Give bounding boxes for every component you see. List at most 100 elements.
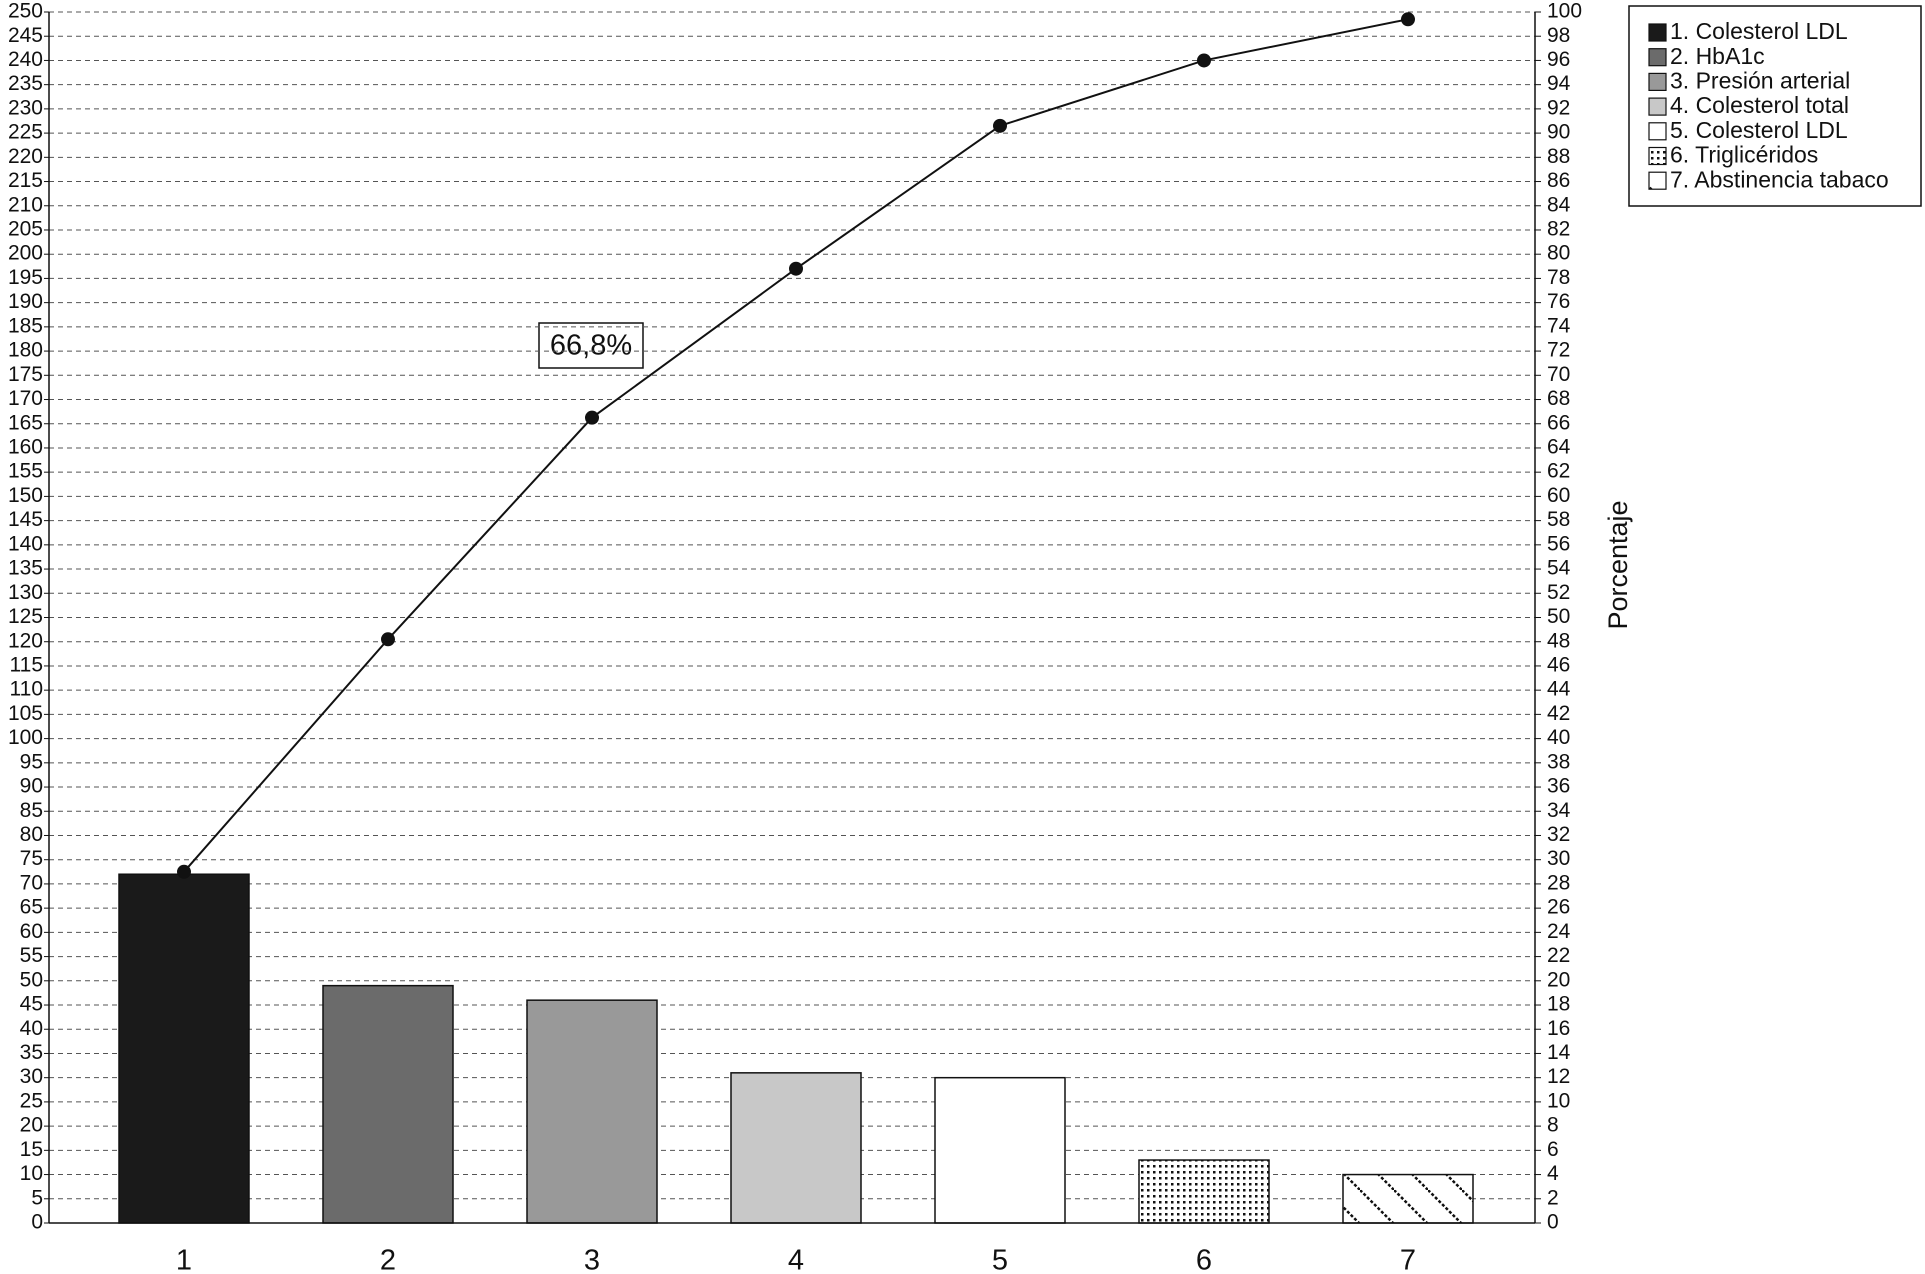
- y-tick-label: 135: [8, 557, 43, 580]
- y2-tick-label: 94: [1547, 72, 1571, 95]
- y2-tick-label: 52: [1547, 581, 1570, 604]
- bar: [730, 1072, 862, 1224]
- bar: [118, 873, 250, 1224]
- y-tick-label: 215: [8, 169, 43, 192]
- y2-tick-label: 30: [1547, 847, 1570, 870]
- y-tick-label: 220: [8, 145, 43, 168]
- y-tick-label: 125: [8, 605, 43, 628]
- legend-swatch: [1648, 48, 1667, 67]
- y2-tick-label: 70: [1547, 363, 1570, 386]
- y-tick-label: 50: [20, 968, 43, 991]
- y-tick-label: 35: [20, 1041, 43, 1064]
- y-tick-label: 110: [10, 678, 43, 701]
- y2-tick-label: 38: [1547, 750, 1570, 773]
- y2-tick-label: 86: [1547, 169, 1570, 192]
- cumulative-line: [183, 18, 1409, 873]
- y-tick-label: 210: [8, 193, 43, 216]
- y2-tick-label: 98: [1547, 24, 1570, 47]
- y2-axis-label: Porcentaje: [1603, 500, 1633, 629]
- bar: [1342, 1173, 1474, 1224]
- y2-tick-label: 20: [1547, 968, 1570, 991]
- y-tick-label: 20: [20, 1114, 43, 1137]
- y-tick-label: 25: [20, 1089, 43, 1112]
- legend-swatch: [1648, 23, 1667, 42]
- y2-tick-label: 42: [1547, 702, 1570, 725]
- x-tick-label: 1: [176, 1245, 192, 1274]
- y2-tick-label: 16: [1547, 1017, 1570, 1040]
- bar: [322, 984, 454, 1224]
- legend-label: 2. HbA1c: [1670, 43, 1765, 69]
- y-tick-label: 225: [8, 121, 43, 144]
- y2-tick-label: 14: [1547, 1041, 1571, 1064]
- y2-tick-label: 24: [1547, 920, 1571, 943]
- y-tick-label: 130: [8, 581, 43, 604]
- legend-swatch: [1648, 146, 1667, 166]
- y2-tick-label: 12: [1547, 1065, 1570, 1088]
- x-tick-label: 5: [992, 1245, 1008, 1274]
- y-tick-label: 0: [31, 1211, 43, 1234]
- annotation: 66,8%: [550, 330, 632, 362]
- y2-tick-label: 44: [1547, 678, 1571, 701]
- y-tick-label: 10: [20, 1162, 43, 1185]
- y2-tick-label: 62: [1547, 460, 1570, 483]
- y2-tick-label: 36: [1547, 775, 1570, 798]
- y2-tick-label: 34: [1547, 799, 1571, 822]
- annotation-box: [538, 322, 644, 369]
- y2-tick-label: 6: [1547, 1138, 1559, 1161]
- y-tick-label: 205: [8, 218, 43, 241]
- y2-tick-label: 58: [1547, 508, 1570, 531]
- y-tick-label: 95: [20, 750, 43, 773]
- line-point: [1197, 53, 1211, 68]
- y2-tick-label: 18: [1547, 993, 1570, 1016]
- legend-label: 1. Colesterol LDL: [1670, 18, 1848, 44]
- y-tick-label: 40: [20, 1017, 43, 1040]
- y-tick-label: 200: [8, 242, 43, 265]
- legend-label: 6. Triglicéridos: [1670, 142, 1818, 168]
- y-tick-label: 250: [8, 0, 43, 23]
- y2-tick-label: 32: [1547, 823, 1570, 846]
- bar: [934, 1076, 1066, 1224]
- y2-tick-label: 40: [1547, 726, 1570, 749]
- y-tick-label: 190: [8, 290, 43, 313]
- y2-tick-label: 64: [1547, 436, 1571, 459]
- bar: [1138, 1159, 1270, 1224]
- y-tick-label: 185: [8, 314, 43, 337]
- legend-swatch: [1648, 171, 1667, 190]
- y2-tick-label: 48: [1547, 629, 1570, 652]
- y-tick-label: 70: [20, 871, 43, 894]
- y-tick-label: 5: [31, 1186, 43, 1209]
- y2-tick-label: 92: [1547, 96, 1570, 119]
- y-tick-label: 45: [20, 993, 43, 1016]
- y-tick-label: 230: [8, 96, 43, 119]
- y2-tick-label: 74: [1547, 314, 1571, 337]
- y2-tick-label: 72: [1547, 339, 1570, 362]
- y2-tick-label: 78: [1547, 266, 1570, 289]
- y2-tick-label: 90: [1547, 121, 1570, 144]
- y2-tick-label: 88: [1547, 145, 1570, 168]
- y-tick-label: 175: [8, 363, 43, 386]
- y2-tick-label: 54: [1547, 557, 1571, 580]
- y-tick-label: 85: [20, 799, 43, 822]
- legend-swatch: [1648, 72, 1667, 92]
- y2-tick-label: 76: [1547, 290, 1570, 313]
- legend-swatch: [1648, 97, 1667, 116]
- y-tick-label: 90: [20, 775, 43, 798]
- y2-tick-label: 68: [1547, 387, 1570, 410]
- line-point: [381, 632, 395, 647]
- y-tick-label: 240: [8, 48, 43, 71]
- y-tick-label: 195: [8, 266, 43, 289]
- x-tick-label: 6: [1196, 1245, 1212, 1274]
- y2-tick-label: 84: [1547, 193, 1571, 216]
- y2-tick-label: 100: [1547, 0, 1582, 23]
- y2-tick-label: 8: [1547, 1114, 1559, 1137]
- y-tick-label: 165: [8, 411, 43, 434]
- y-tick-label: 170: [8, 387, 43, 410]
- y-tick-label: 100: [8, 726, 43, 749]
- line-point: [789, 261, 803, 276]
- y-tick-label: 140: [8, 532, 43, 555]
- y2-tick-label: 80: [1547, 242, 1570, 265]
- y-tick-label: 15: [20, 1138, 43, 1161]
- y2-tick-label: 28: [1547, 871, 1570, 894]
- y2-tick-label: 22: [1547, 944, 1570, 967]
